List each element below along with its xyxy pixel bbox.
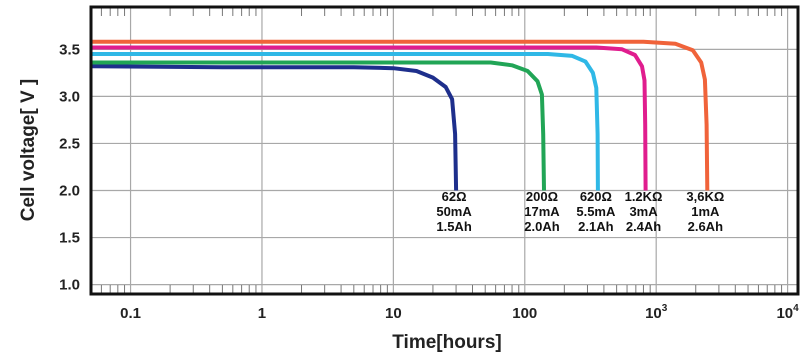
curve-label-1-line-3: 1.5Ah — [436, 219, 471, 234]
x-tick-label: 100 — [512, 305, 537, 322]
y-tick-label: 1.0 — [59, 277, 80, 294]
x-tick-exponent: 4 — [793, 303, 799, 314]
discharge-curve-1 — [90, 64, 459, 191]
y-tick-label: 2.5 — [59, 135, 80, 152]
y-tick-label: 3.0 — [59, 88, 80, 105]
y-tick-label: 1.5 — [59, 230, 80, 247]
axes: 1.01.52.02.53.03.50.1 1 10 100 103 104 — [59, 41, 799, 322]
x-axis-title: Time[hours] — [392, 332, 501, 353]
curve-label-5-line-2: 1mA — [691, 204, 720, 219]
curve-label-4-line-1: 1.2KΩ — [625, 189, 663, 204]
curve-label-2-line-3: 2.0Ah — [524, 219, 559, 234]
x-tick-label: 0.1 — [120, 305, 141, 322]
y-axis-title: Cell voltage[ V ] — [18, 79, 39, 222]
x-tick-label: 1 — [258, 305, 266, 322]
curve-label-1-line-2: 50mA — [436, 204, 472, 219]
curve-label-1-line-1: 62Ω — [442, 189, 467, 204]
discharge-curve-2 — [91, 60, 546, 191]
curve-label-4-line-3: 2.4Ah — [626, 219, 661, 234]
curves — [90, 39, 710, 191]
curve-label-5-line-3: 2.6Ah — [688, 219, 723, 234]
curve-label-3-line-2: 5.5mA — [576, 204, 616, 219]
x-tick-label: 10 — [385, 305, 402, 322]
curve-label-4-line-2: 3mA — [629, 204, 658, 219]
curve-label-3-line-1: 620Ω — [580, 189, 612, 204]
x-tick-exponent: 3 — [662, 303, 668, 314]
discharge-curve-5 — [91, 39, 710, 191]
y-tick-label: 2.0 — [59, 182, 80, 199]
curve-label-2-line-1: 200Ω — [526, 189, 558, 204]
curve-label-5-line-1: 3,6KΩ — [686, 189, 724, 204]
plot-frame — [89, 5, 800, 296]
y-tick-label: 3.5 — [59, 41, 80, 58]
curve-label-2-line-2: 17mA — [524, 204, 560, 219]
curve-label-3-line-3: 2.1Ah — [578, 219, 613, 234]
discharge-curve-3 — [91, 52, 600, 191]
discharge-curve-4 — [91, 45, 648, 191]
